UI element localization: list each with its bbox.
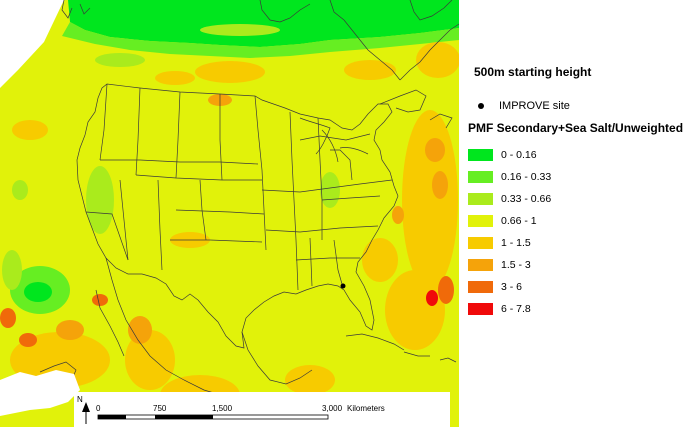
legend-class-row: 3 - 6 (468, 280, 522, 294)
site-dot-icon (478, 103, 484, 109)
improve-site-legend: IMPROVE site (478, 99, 570, 113)
legend-class-label: 0.33 - 0.66 (501, 193, 552, 205)
starting-height-title: 500m starting height (474, 65, 592, 79)
legend-class-row: 1.5 - 3 (468, 258, 531, 272)
legend-class-label: 0.66 - 1 (501, 215, 537, 227)
legend-class-label: 3 - 6 (501, 281, 523, 293)
legend-class-label: 1.5 - 3 (501, 259, 531, 271)
legend-swatch (468, 237, 493, 249)
scale-tick-3000: 3,000 (322, 404, 343, 413)
legend-swatch (468, 259, 493, 271)
legend-swatch (468, 149, 493, 161)
legend-class-row: 0.16 - 0.33 (468, 170, 551, 184)
legend-class-label: 1 - 1.5 (501, 237, 531, 249)
improve-site-marker (340, 283, 346, 289)
legend-swatch (468, 303, 493, 315)
legend-class-row: 6 - 7.8 (468, 302, 531, 316)
legend-class-label: 0 - 0.16 (501, 149, 537, 161)
scale-bar: 0 750 1,500 3,000 Kilometers (96, 404, 385, 420)
legend-class-label: 0.16 - 0.33 (501, 171, 552, 183)
legend-swatch (468, 171, 493, 183)
north-arrow-icon: N (77, 395, 90, 424)
improve-site-label: IMPROVE site (499, 100, 570, 112)
scale-tick-1500: 1,500 (212, 404, 233, 413)
legend-class-row: 0.66 - 1 (468, 214, 537, 228)
legend-class-row: 0 - 0.16 (468, 148, 537, 162)
legend-heading: PMF Secondary+Sea Salt/Unweighted (468, 121, 684, 135)
north-label: N (77, 395, 83, 404)
scale-tick-750: 750 (153, 404, 167, 413)
scale-unit: Kilometers (347, 404, 385, 413)
map-legend: 500m starting height IMPROVE site PMF Se… (460, 0, 694, 427)
scale-tick-0: 0 (96, 404, 101, 413)
concentration-map: N 0 750 1,500 3,000 Kilometers (0, 0, 459, 427)
legend-class-label: 6 - 7.8 (501, 303, 531, 315)
legend-swatch (468, 215, 493, 227)
legend-class-row: 0.33 - 0.66 (468, 192, 551, 206)
legend-swatch (468, 281, 493, 293)
legend-class-row: 1 - 1.5 (468, 236, 531, 250)
legend-swatch (468, 193, 493, 205)
